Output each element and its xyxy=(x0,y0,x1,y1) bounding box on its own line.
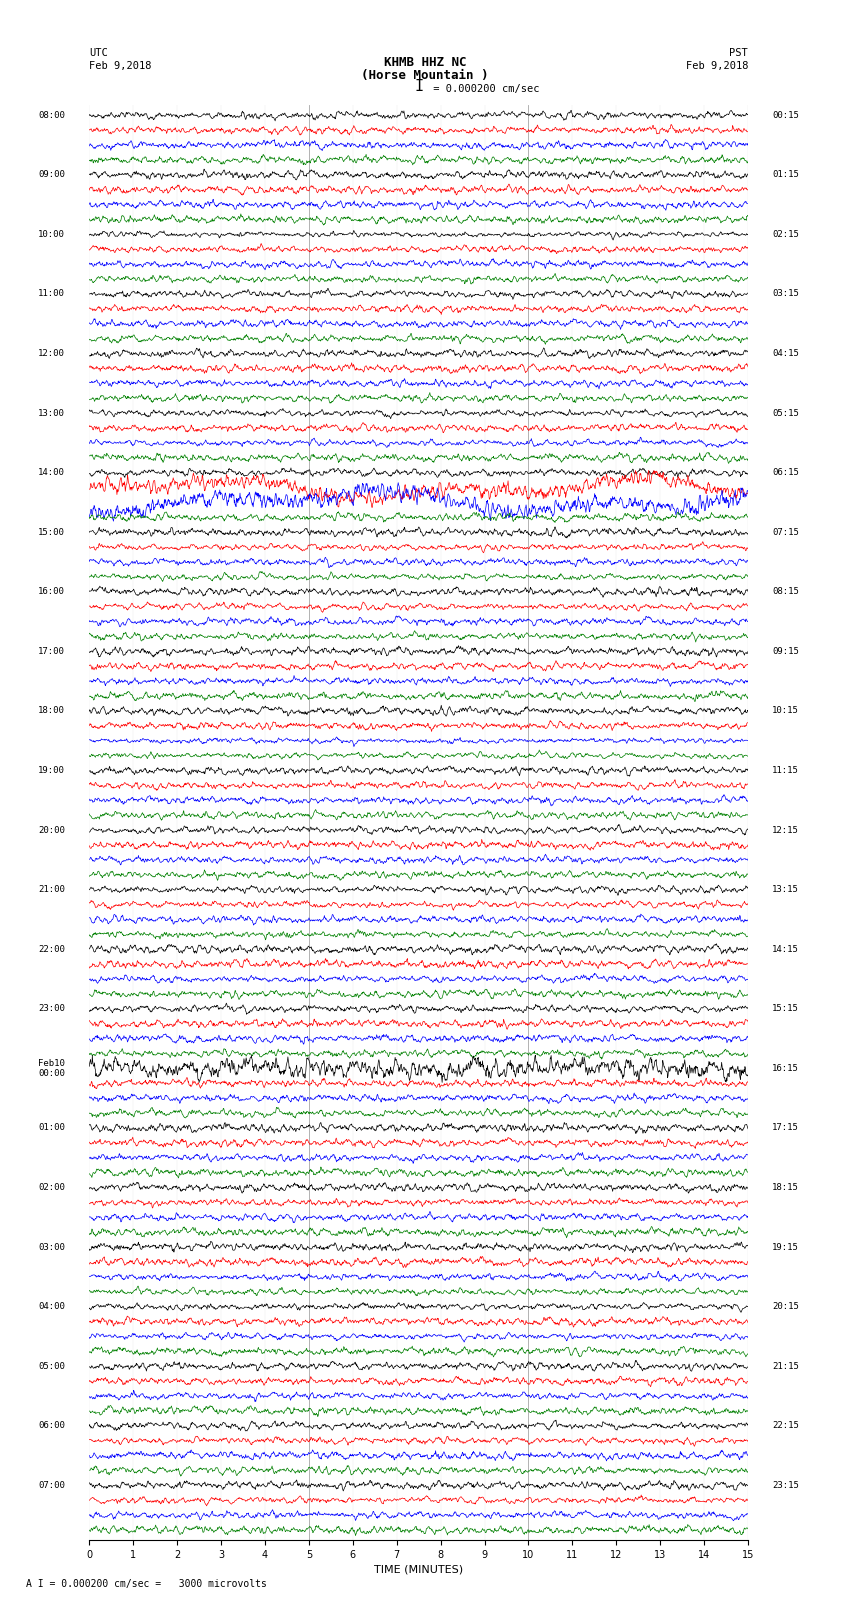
Text: 19:15: 19:15 xyxy=(772,1242,799,1252)
Text: 07:00: 07:00 xyxy=(38,1481,65,1490)
Text: 13:15: 13:15 xyxy=(772,886,799,894)
Text: 09:15: 09:15 xyxy=(772,647,799,656)
Text: 07:15: 07:15 xyxy=(772,527,799,537)
Text: 04:00: 04:00 xyxy=(38,1302,65,1311)
Text: 10:00: 10:00 xyxy=(38,231,65,239)
Text: 03:15: 03:15 xyxy=(772,289,799,298)
Text: 19:00: 19:00 xyxy=(38,766,65,774)
Text: 13:00: 13:00 xyxy=(38,408,65,418)
Text: = 0.000200 cm/sec: = 0.000200 cm/sec xyxy=(427,84,539,94)
Text: 05:00: 05:00 xyxy=(38,1361,65,1371)
Text: 09:00: 09:00 xyxy=(38,171,65,179)
Text: 11:00: 11:00 xyxy=(38,289,65,298)
Text: 18:00: 18:00 xyxy=(38,706,65,716)
Text: 05:15: 05:15 xyxy=(772,408,799,418)
Text: 12:15: 12:15 xyxy=(772,826,799,834)
Text: 12:00: 12:00 xyxy=(38,348,65,358)
Text: 08:00: 08:00 xyxy=(38,111,65,119)
Text: 06:00: 06:00 xyxy=(38,1421,65,1431)
Text: 02:15: 02:15 xyxy=(772,231,799,239)
Text: A I = 0.000200 cm/sec =   3000 microvolts: A I = 0.000200 cm/sec = 3000 microvolts xyxy=(26,1579,266,1589)
Text: 21:15: 21:15 xyxy=(772,1361,799,1371)
Text: 21:00: 21:00 xyxy=(38,886,65,894)
Text: 23:00: 23:00 xyxy=(38,1005,65,1013)
Text: 20:00: 20:00 xyxy=(38,826,65,834)
Text: 23:15: 23:15 xyxy=(772,1481,799,1490)
X-axis label: TIME (MINUTES): TIME (MINUTES) xyxy=(374,1565,463,1574)
Text: Feb10
00:00: Feb10 00:00 xyxy=(38,1058,65,1077)
Text: 08:15: 08:15 xyxy=(772,587,799,597)
Text: 06:15: 06:15 xyxy=(772,468,799,477)
Text: 14:00: 14:00 xyxy=(38,468,65,477)
Text: 17:00: 17:00 xyxy=(38,647,65,656)
Text: 15:15: 15:15 xyxy=(772,1005,799,1013)
Text: 15:00: 15:00 xyxy=(38,527,65,537)
Text: UTC: UTC xyxy=(89,48,108,58)
Text: 14:15: 14:15 xyxy=(772,945,799,953)
Text: Feb 9,2018: Feb 9,2018 xyxy=(89,61,152,71)
Text: 17:15: 17:15 xyxy=(772,1123,799,1132)
Text: Feb 9,2018: Feb 9,2018 xyxy=(685,61,748,71)
Text: 00:15: 00:15 xyxy=(772,111,799,119)
Text: 16:15: 16:15 xyxy=(772,1065,799,1073)
Text: 20:15: 20:15 xyxy=(772,1302,799,1311)
Text: (Horse Mountain ): (Horse Mountain ) xyxy=(361,69,489,82)
Text: 18:15: 18:15 xyxy=(772,1182,799,1192)
Text: 22:00: 22:00 xyxy=(38,945,65,953)
Text: 01:00: 01:00 xyxy=(38,1123,65,1132)
Text: 02:00: 02:00 xyxy=(38,1182,65,1192)
Text: 10:15: 10:15 xyxy=(772,706,799,716)
Text: PST: PST xyxy=(729,48,748,58)
Text: 01:15: 01:15 xyxy=(772,171,799,179)
Text: 04:15: 04:15 xyxy=(772,348,799,358)
Text: 11:15: 11:15 xyxy=(772,766,799,774)
Text: KHMB HHZ NC: KHMB HHZ NC xyxy=(383,55,467,69)
Text: I: I xyxy=(415,79,423,94)
Text: 16:00: 16:00 xyxy=(38,587,65,597)
Text: 22:15: 22:15 xyxy=(772,1421,799,1431)
Text: 03:00: 03:00 xyxy=(38,1242,65,1252)
